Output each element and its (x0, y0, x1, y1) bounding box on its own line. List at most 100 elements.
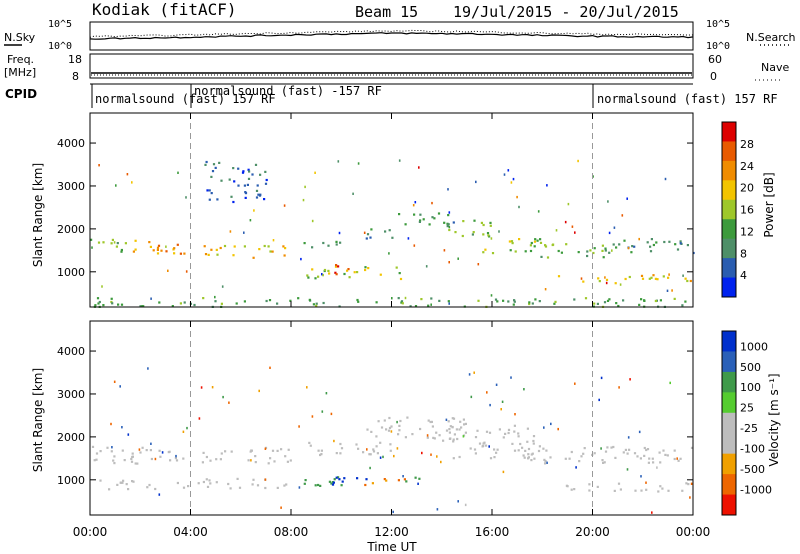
y-tick-label: 3000 (57, 388, 85, 401)
scatter-cell (314, 277, 317, 280)
scatter-cell (533, 240, 537, 243)
scatter-cell (120, 248, 123, 252)
speckle-cell (627, 436, 630, 439)
scatter-cell (152, 249, 155, 252)
scatter-cell (674, 243, 677, 246)
speckle-cell (664, 177, 667, 181)
scatter-cell (564, 457, 567, 460)
scatter-cell (398, 424, 401, 427)
scatter-cell (391, 236, 394, 239)
scatter-cell (320, 453, 323, 456)
scatter-cell (248, 170, 251, 173)
scatter-cell (431, 425, 434, 428)
scatter-cell (471, 233, 474, 236)
scatter-cell (242, 170, 245, 173)
scatter-cell (228, 178, 231, 181)
speckle-cell (300, 257, 302, 261)
scatter-cell (601, 459, 604, 462)
scatter-cell (427, 419, 430, 422)
speckle-cell (253, 209, 255, 212)
scatter-cell (91, 445, 95, 448)
scatter-cell (209, 482, 212, 485)
speckle-cell (523, 388, 525, 391)
cpid-segment-1: normalsound (fast) 157 RF (95, 92, 276, 106)
scatter-cell (372, 450, 376, 453)
scatter-cell (94, 304, 97, 307)
scatter-cell (97, 241, 101, 244)
scatter-cell (116, 242, 119, 245)
scatter-cell (598, 280, 601, 283)
scatter-cell (473, 448, 477, 451)
scatter-cell (256, 484, 260, 487)
scatter-cell (648, 277, 651, 280)
scatter-cell (650, 276, 653, 279)
scatter-cell (334, 271, 337, 274)
scatter-cell (237, 184, 240, 187)
scatter-cell (246, 183, 249, 186)
scatter-cell (414, 305, 418, 308)
scatter-cell (445, 429, 449, 432)
scatter-cell (458, 428, 461, 431)
speckle-cell (417, 482, 419, 485)
colorbar-tick-label: 28 (740, 138, 754, 151)
scatter-cell (601, 249, 604, 252)
scatter-cell (570, 450, 573, 454)
scatter-cell (449, 425, 452, 428)
scatter-cell (388, 426, 392, 430)
speckle-cell (457, 500, 459, 503)
scatter-cell (203, 245, 206, 248)
scatter-cell (398, 213, 401, 216)
scatter-cell (493, 456, 496, 459)
scatter-cell (201, 461, 204, 464)
scatter-cell (507, 300, 510, 303)
speckle-cell (489, 403, 491, 407)
scatter-cell (517, 432, 520, 435)
scatter-cell (356, 477, 359, 480)
scatter-cell (265, 178, 268, 182)
scatter-cell (365, 478, 368, 481)
scatter-cell (650, 238, 653, 241)
scatter-cell (495, 451, 498, 454)
scatter-cell (254, 461, 257, 464)
scatter-cell (472, 231, 475, 234)
speckle-cell (321, 273, 323, 276)
scatter-cell (552, 243, 555, 246)
speckle-cell (629, 378, 631, 381)
scatter-cell (140, 305, 143, 308)
scatter-cell (197, 482, 200, 485)
scatter-cell (340, 447, 344, 450)
speckle-cell (272, 239, 275, 242)
scatter-cell (570, 488, 573, 491)
scatter-cell (335, 240, 338, 243)
power-colorbar-label: Power [dB] (762, 172, 776, 237)
scatter-cell (171, 305, 174, 308)
scatter-cell (593, 302, 596, 305)
speckle-cell (448, 261, 450, 264)
scatter-cell (187, 485, 190, 488)
scatter-cell (543, 458, 546, 461)
scatter-cell (280, 448, 283, 451)
scatter-cell (256, 184, 259, 187)
speckle-cell (200, 386, 203, 389)
speckle-cell (490, 237, 493, 240)
scatter-cell (255, 189, 259, 192)
scatter-cell (332, 481, 335, 484)
velocity-scatter-cells (91, 321, 694, 515)
speckle-cell (228, 401, 230, 404)
scatter-cell (259, 193, 262, 196)
scatter-cell (419, 213, 422, 216)
scatter-cell (537, 449, 541, 453)
scatter-cell (268, 299, 272, 302)
scatter-cell (244, 191, 247, 194)
scatter-cell (448, 228, 451, 232)
scatter-cell (613, 489, 616, 492)
speckle-cell (651, 511, 653, 514)
scatter-cell (446, 222, 449, 225)
speckle-cell (567, 202, 570, 206)
scatter-cell (127, 488, 130, 491)
speckle-cell (337, 160, 340, 163)
scatter-cell (462, 220, 465, 223)
speckle-cell (147, 367, 149, 370)
scatter-cell (141, 446, 144, 449)
noise-strip: N.Sky N.Search 10^5 10^0 10^5 10^0 (4, 19, 796, 52)
